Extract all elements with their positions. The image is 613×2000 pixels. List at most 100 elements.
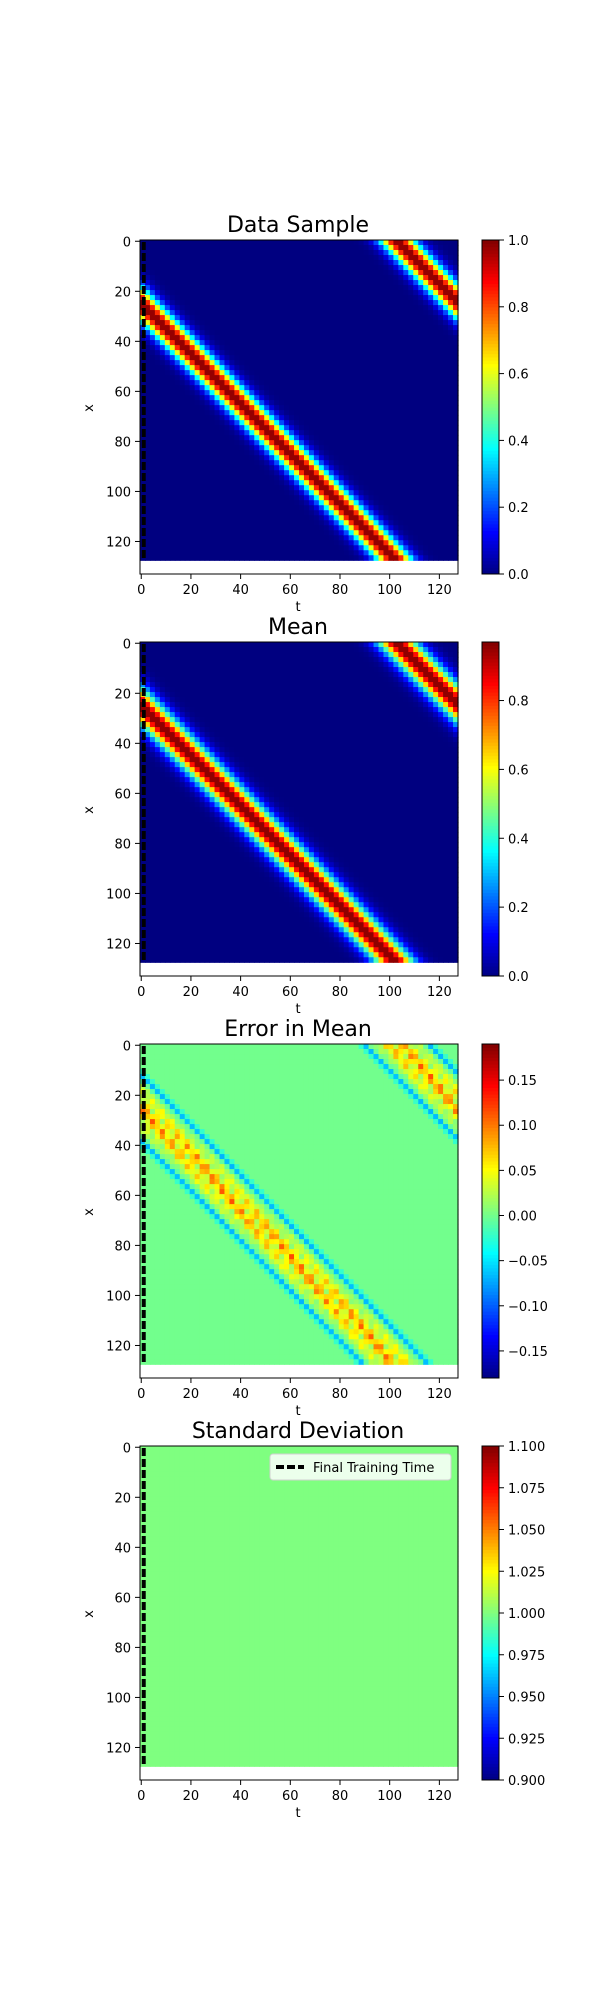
- heatmap-cell: [179, 932, 186, 938]
- heatmap-cell: [140, 360, 146, 366]
- heatmap-cell: [164, 927, 171, 933]
- heatmap-cell: [204, 275, 211, 281]
- heatmap-cell: [294, 340, 300, 346]
- heatmap-cell: [224, 365, 231, 371]
- heatmap-cell: [204, 245, 211, 251]
- heatmap-cell: [179, 490, 186, 496]
- heatmap-cell: [284, 335, 290, 341]
- heatmap-cell: [453, 400, 459, 406]
- heatmap-cell: [179, 757, 186, 763]
- heatmap-cell: [299, 360, 305, 366]
- heatmap-cell: [189, 957, 196, 963]
- heatmap-cell: [214, 325, 221, 331]
- heatmap-cell: [189, 772, 196, 778]
- heatmap-cell: [313, 260, 320, 266]
- heatmap-cell: [194, 300, 201, 306]
- heatmap-cell: [279, 245, 285, 251]
- heatmap-cell: [214, 460, 221, 466]
- heatmap-cell: [144, 952, 151, 958]
- heatmap-cell: [179, 380, 186, 386]
- heatmap-cell: [189, 902, 196, 908]
- heatmap-cell: [179, 882, 186, 888]
- heatmap-cell: [303, 480, 310, 486]
- heatmap-cell: [348, 355, 355, 361]
- heatmap-cell: [378, 525, 385, 531]
- heatmap-cell: [184, 310, 191, 316]
- heatmap-cell: [398, 335, 404, 341]
- heatmap-cell: [159, 460, 166, 466]
- heatmap-cell: [214, 445, 221, 451]
- heatmap-cell: [308, 550, 315, 556]
- heatmap-cell: [313, 435, 320, 441]
- heatmap-cell: [408, 325, 414, 331]
- heatmap-cell: [284, 510, 290, 516]
- heatmap-cell: [299, 465, 305, 471]
- heatmap-cell: [338, 240, 345, 246]
- heatmap-cell: [343, 480, 350, 486]
- heatmap-cell: [388, 335, 395, 341]
- heatmap-cell: [363, 335, 370, 341]
- heatmap-cell: [423, 320, 429, 326]
- heatmap-cell: [199, 535, 206, 541]
- heatmap-cell: [234, 330, 240, 336]
- heatmap-cell: [443, 495, 449, 501]
- heatmap-cell: [413, 485, 419, 491]
- heatmap-cell: [269, 270, 275, 276]
- heatmap-cell: [423, 475, 429, 481]
- heatmap-cell: [393, 350, 399, 356]
- heatmap-cell: [308, 485, 315, 491]
- heatmap-cell: [428, 490, 434, 496]
- heatmap-cell: [184, 847, 191, 853]
- heatmap-cell: [214, 375, 221, 381]
- heatmap-cell: [388, 315, 395, 321]
- heatmap-cell: [388, 470, 395, 476]
- heatmap-cell: [328, 265, 335, 271]
- heatmap-cell: [140, 270, 146, 276]
- heatmap-cell: [308, 470, 315, 476]
- heatmap-cell: [229, 460, 236, 466]
- heatmap-cell: [234, 320, 240, 326]
- heatmap-cell: [353, 335, 360, 341]
- heatmap-cell: [159, 857, 166, 863]
- heatmap-cell: [289, 465, 295, 471]
- colorbar-segment: [482, 497, 499, 502]
- heatmap-cell: [264, 535, 270, 541]
- heatmap-cell: [149, 470, 156, 476]
- heatmap-cell: [448, 360, 454, 366]
- heatmap-cell: [303, 345, 310, 351]
- heatmap-cell: [363, 415, 370, 421]
- heatmap-cell: [169, 485, 176, 491]
- heatmap-cell: [140, 957, 146, 963]
- heatmap-cell: [398, 345, 404, 351]
- heatmap-cell: [383, 360, 390, 366]
- heatmap-cell: [358, 510, 365, 516]
- heatmap-cell: [443, 330, 449, 336]
- heatmap-cell: [328, 315, 335, 321]
- heatmap-cell: [234, 465, 240, 471]
- heatmap-cell: [229, 550, 236, 556]
- heatmap-cell: [373, 400, 380, 406]
- heatmap-cell: [418, 420, 424, 426]
- heatmap-cell: [393, 290, 399, 296]
- heatmap-cell: [144, 677, 151, 683]
- heatmap-cell: [239, 290, 245, 296]
- heatmap-cell: [189, 787, 196, 793]
- heatmap-cell: [303, 355, 310, 361]
- heatmap-cell: [234, 470, 240, 476]
- heatmap-cell: [164, 657, 171, 663]
- heatmap-cell: [333, 335, 340, 341]
- heatmap-cell: [249, 365, 255, 371]
- heatmap-cell: [154, 712, 161, 718]
- heatmap-cell: [323, 435, 330, 441]
- heatmap-cell: [144, 687, 151, 693]
- heatmap-cell: [174, 922, 181, 928]
- heatmap-cell: [323, 420, 330, 426]
- heatmap-cell: [159, 470, 166, 476]
- heatmap-cell: [289, 360, 295, 366]
- heatmap-cell: [423, 490, 429, 496]
- heatmap-cell: [403, 435, 409, 441]
- heatmap-cell: [418, 425, 424, 431]
- heatmap-cell: [179, 787, 186, 793]
- heatmap-cell: [353, 460, 360, 466]
- heatmap-cell: [284, 320, 290, 326]
